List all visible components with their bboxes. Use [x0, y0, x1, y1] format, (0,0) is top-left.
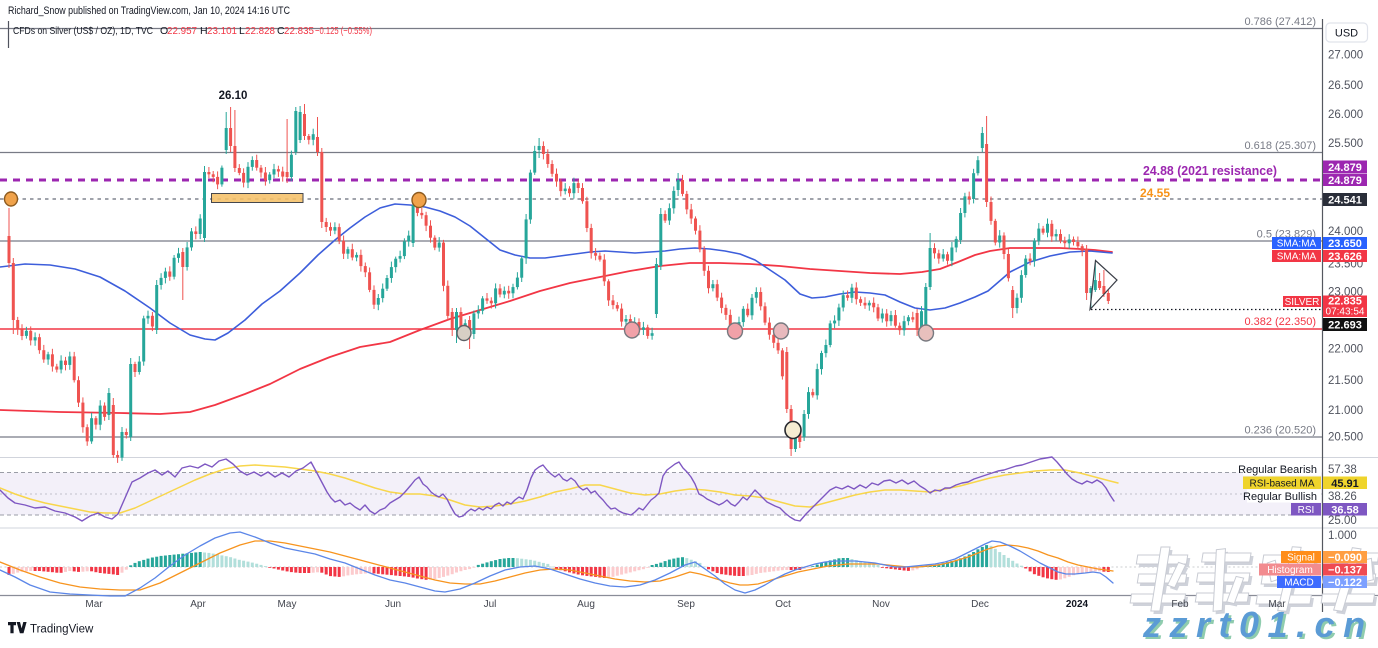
svg-text:0.786 (27.412): 0.786 (27.412) — [1244, 16, 1316, 28]
svg-text:36.58: 36.58 — [1331, 504, 1359, 516]
svg-text:Jul: Jul — [484, 599, 497, 610]
svg-text:24.879: 24.879 — [1328, 162, 1362, 174]
svg-text:RSI-based MA: RSI-based MA — [1249, 478, 1314, 489]
svg-text:22.835: 22.835 — [284, 25, 314, 37]
svg-text:2024: 2024 — [1066, 599, 1089, 610]
svg-text:22.828: 22.828 — [245, 25, 275, 37]
svg-text:23.650: 23.650 — [1328, 238, 1362, 250]
svg-text:25.00: 25.00 — [1328, 515, 1357, 527]
svg-text:24.000: 24.000 — [1328, 226, 1363, 238]
svg-text:Signal: Signal — [1287, 553, 1315, 564]
svg-text:07:43:54: 07:43:54 — [1326, 307, 1365, 318]
svg-text:−0.122: −0.122 — [1328, 577, 1362, 589]
svg-text:1.000: 1.000 — [1328, 530, 1357, 542]
svg-text:RSI: RSI — [1298, 505, 1315, 516]
svg-text:24.541: 24.541 — [1328, 195, 1362, 207]
svg-text:27.000: 27.000 — [1328, 50, 1363, 62]
svg-text:−0.137: −0.137 — [1328, 565, 1362, 577]
svg-text:26.500: 26.500 — [1328, 80, 1363, 92]
svg-text:22.957: 22.957 — [167, 25, 197, 37]
svg-text:−0.090: −0.090 — [1328, 552, 1362, 564]
svg-text:0.236 (20.520): 0.236 (20.520) — [1244, 425, 1316, 437]
svg-text:May: May — [278, 599, 297, 610]
svg-text:C: C — [277, 25, 285, 37]
svg-text:Feb: Feb — [1171, 599, 1189, 610]
svg-text:Mar: Mar — [85, 599, 103, 610]
svg-text:38.26: 38.26 — [1328, 491, 1357, 503]
svg-text:Richard_Snow published on Trad: Richard_Snow published on TradingView.co… — [8, 5, 290, 17]
svg-text:Oct: Oct — [775, 599, 791, 610]
svg-text:45.91: 45.91 — [1331, 478, 1359, 490]
svg-text:21.500: 21.500 — [1328, 375, 1363, 387]
svg-text:zzrt01.cn: zzrt01.cn — [1142, 604, 1374, 643]
svg-text:22.000: 22.000 — [1328, 344, 1363, 356]
svg-text:Dec: Dec — [971, 599, 989, 610]
svg-text:25.500: 25.500 — [1328, 138, 1363, 150]
svg-text:−0.125 (−0.55%): −0.125 (−0.55%) — [315, 25, 372, 37]
svg-text:23.101: 23.101 — [207, 25, 237, 37]
svg-text:24.88 (2021 resistance): 24.88 (2021 resistance) — [1143, 163, 1277, 178]
svg-text:23.626: 23.626 — [1328, 251, 1362, 263]
svg-text:Regular Bullish: Regular Bullish — [1243, 491, 1317, 503]
svg-text:USD: USD — [1335, 28, 1358, 40]
svg-text:zzrt01.cn: zzrt01.cn — [1145, 606, 1377, 643]
svg-text:Sep: Sep — [677, 599, 695, 610]
svg-text:22.693: 22.693 — [1328, 320, 1362, 332]
svg-text:CFDs on Silver (US$ / OZ), 1D,: CFDs on Silver (US$ / OZ), 1D, TVC — [13, 25, 153, 37]
svg-text:0.382 (22.350): 0.382 (22.350) — [1244, 316, 1316, 328]
svg-text:MACD: MACD — [1284, 578, 1313, 589]
svg-text:20.500: 20.500 — [1328, 432, 1363, 444]
svg-text:22.835: 22.835 — [1328, 296, 1362, 308]
svg-text:O: O — [160, 25, 168, 37]
svg-text:21.000: 21.000 — [1328, 405, 1363, 417]
svg-text:TradingView: TradingView — [30, 624, 94, 636]
svg-text:SMA:MA: SMA:MA — [1277, 252, 1317, 263]
svg-text:24.55: 24.55 — [1140, 186, 1170, 200]
svg-text:SMA:MA: SMA:MA — [1277, 239, 1317, 250]
svg-text:24.879: 24.879 — [1328, 175, 1362, 187]
svg-text:Aug: Aug — [577, 599, 595, 610]
svg-text:26.000: 26.000 — [1328, 109, 1363, 121]
svg-text:26.10: 26.10 — [219, 90, 248, 102]
svg-text:Mar: Mar — [1268, 599, 1286, 610]
svg-text:0.618 (25.307): 0.618 (25.307) — [1244, 140, 1316, 152]
svg-text:Regular Bearish: Regular Bearish — [1238, 464, 1317, 476]
svg-text:SILVER: SILVER — [1285, 297, 1320, 308]
svg-text:Histogram: Histogram — [1267, 565, 1313, 576]
svg-text:Apr: Apr — [190, 599, 206, 610]
svg-text:H: H — [200, 25, 208, 37]
svg-text:57.38: 57.38 — [1328, 464, 1357, 476]
svg-text:Jun: Jun — [385, 599, 401, 610]
svg-text:L: L — [239, 25, 245, 37]
svg-text:Nov: Nov — [872, 599, 890, 610]
